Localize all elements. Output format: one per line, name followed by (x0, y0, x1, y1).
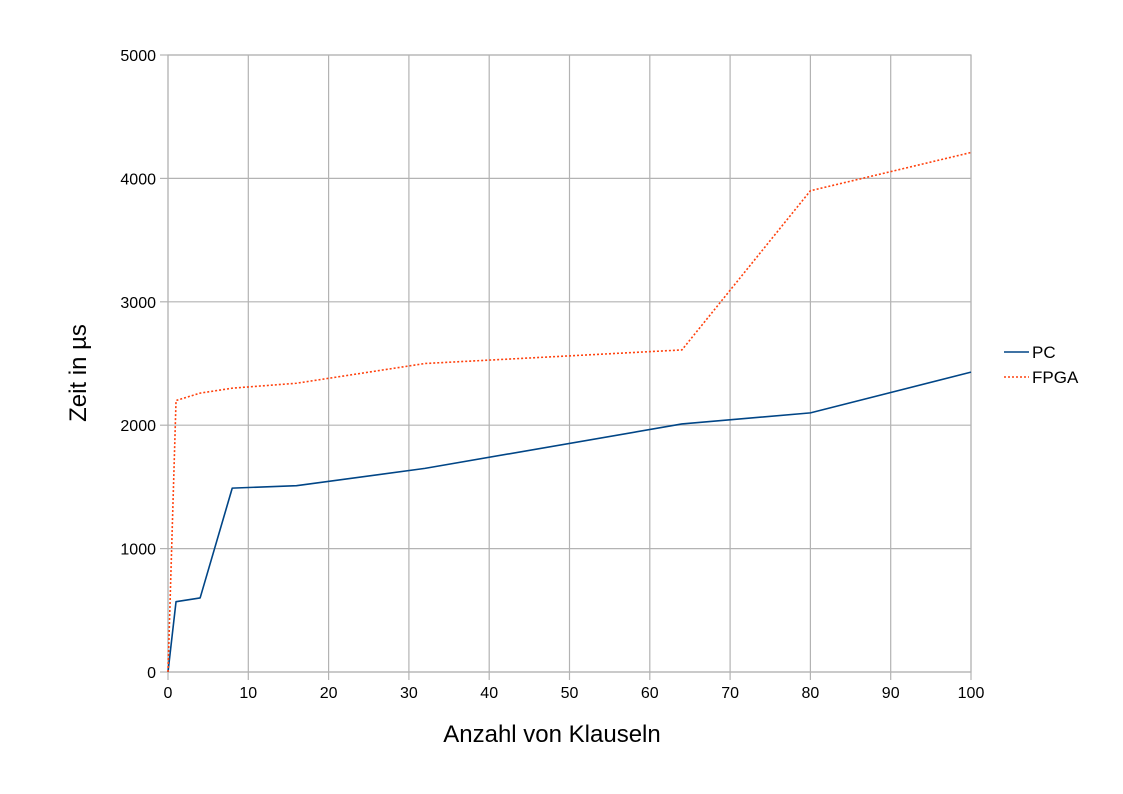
x-tick-label: 80 (802, 685, 820, 702)
x-tick-label: 30 (400, 685, 418, 702)
x-tick-label: 10 (239, 685, 257, 702)
x-axis-title: Anzahl von Klauseln (443, 721, 660, 748)
legend-label-pc: PC (1032, 343, 1056, 362)
y-tick-label: 4000 (120, 171, 156, 188)
series-line-fpga (167, 151, 972, 673)
x-tick-label: 0 (164, 685, 173, 702)
y-tick-label: 2000 (120, 418, 156, 435)
x-tick-label: 100 (958, 685, 985, 702)
legend-label-fpga: FPGA (1032, 368, 1079, 387)
y-tick-label: 0 (147, 665, 156, 682)
y-axis-ticks: 0 1000 2000 3000 4000 5000 (120, 48, 168, 682)
series-lines (167, 151, 972, 673)
y-tick-label: 1000 (120, 542, 156, 559)
x-tick-label: 60 (641, 685, 659, 702)
y-tick-label: 5000 (120, 48, 156, 65)
grid (167, 54, 972, 673)
x-tick-label: 50 (561, 685, 579, 702)
series-line-pc (167, 371, 972, 673)
legend: PC FPGA (1004, 343, 1079, 387)
x-axis-ticks: 0 10 20 30 40 50 60 70 80 90 100 (164, 672, 985, 702)
x-tick-label: 90 (882, 685, 900, 702)
x-tick-label: 20 (320, 685, 338, 702)
x-tick-label: 70 (721, 685, 739, 702)
y-axis-title: Zeit in µs (65, 324, 92, 422)
x-tick-label: 40 (480, 685, 498, 702)
y-tick-label: 3000 (120, 295, 156, 312)
